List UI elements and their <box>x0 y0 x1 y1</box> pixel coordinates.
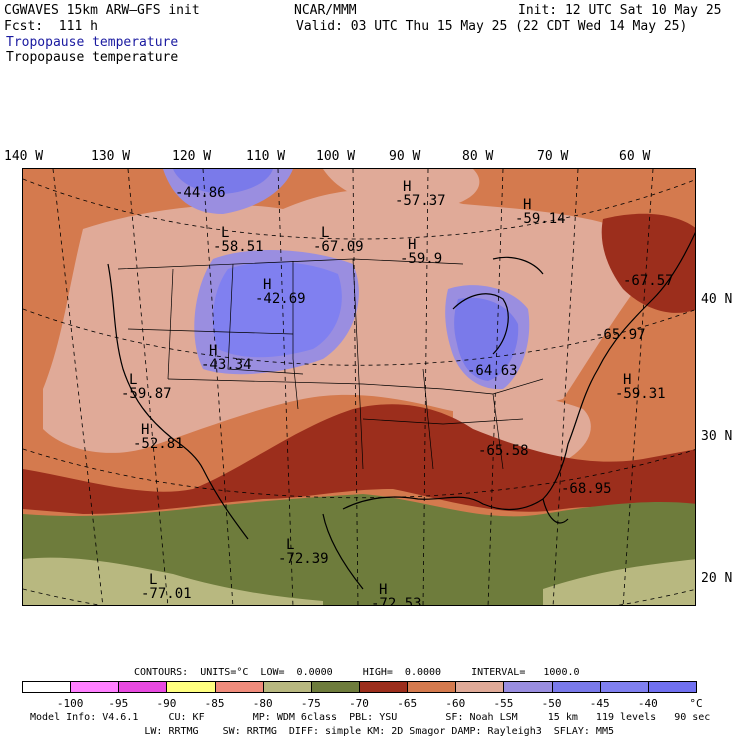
colorbar-swatch <box>166 681 216 693</box>
tropopause-temperature-map: -44.86 H -57.37 H -59.14 L -58.51 L -67.09 H -59.9… <box>22 168 696 606</box>
extremum-value: -68.95 <box>561 481 612 497</box>
colorbar-tick-label: -55 <box>493 697 514 710</box>
lon-label: 110 W <box>246 149 286 164</box>
colorbar-swatch <box>118 681 168 693</box>
colorbar-tick-label: -45 <box>589 697 610 710</box>
extremum-value: -44.86 <box>175 185 226 201</box>
colorbar-swatch <box>551 681 601 693</box>
colorbar-swatch <box>359 681 409 693</box>
field-title-shaded: Tropopause temperature <box>6 35 179 50</box>
low-marker: L <box>286 537 295 553</box>
lon-label: 100 W <box>316 149 356 164</box>
contour-settings: CONTOURS: UNITS=°C LOW= 0.0000 HIGH= 0.0… <box>134 667 580 678</box>
valid-time: Valid: 03 UTC Thu 15 May 25 (22 CDT Wed … <box>296 19 688 34</box>
colorbar-tick-label: -70 <box>349 697 369 710</box>
model-info-line2: LW: RRTMG SW: RRTMG DIFF: simple KM: 2D … <box>30 726 614 737</box>
extremum-value: -77.01 <box>141 586 192 602</box>
model-info-line1: Model Info: V4.6.1 CU: KF MP: WDM 6class… <box>30 712 711 723</box>
extremum-value: -59.87 <box>121 386 172 402</box>
lon-label: 140 W <box>4 149 44 164</box>
extremum-value: -64.63 <box>467 363 518 379</box>
lon-label: 60 W <box>619 149 651 164</box>
shade-m80-m75 <box>543 559 695 605</box>
lon-label: 80 W <box>462 149 494 164</box>
shade-m50-m45 <box>454 297 519 381</box>
colorbar-swatch <box>599 681 649 693</box>
colorbar-tick-label: -40 <box>637 697 658 710</box>
extremum-value: -59.31 <box>615 386 666 402</box>
extremum-value: -43.34 <box>201 357 252 373</box>
init-time: Init: 12 UTC Sat 10 May 25 <box>518 3 722 18</box>
high-marker: H <box>141 422 150 438</box>
high-marker: H <box>379 582 388 598</box>
shade-m70-m65 <box>23 404 695 514</box>
map-canvas <box>23 169 695 605</box>
extremum-value: -72.53 <box>371 596 422 606</box>
field-title-contour: Tropopause temperature <box>6 50 179 65</box>
shade-m70-m65 <box>601 213 695 313</box>
state-borders <box>117 258 544 470</box>
colorbar-swatch <box>70 681 120 693</box>
extremum-value: -59.14 <box>515 211 566 227</box>
colorbar-swatch <box>647 681 697 693</box>
shade-m50-m45 <box>212 261 342 358</box>
colorbar-tick-label: -90 <box>156 697 177 710</box>
lon-label: 70 W <box>537 149 569 164</box>
center-label: NCAR/MMM <box>294 3 357 18</box>
high-marker: H <box>408 237 417 253</box>
colorbar-tick-label: -100 <box>56 697 84 710</box>
coastlines <box>107 231 695 590</box>
extremum-value: -65.58 <box>478 443 529 459</box>
colorbar-swatch <box>214 681 264 693</box>
extremum-value: -72.39 <box>278 551 329 567</box>
extremum-value: -52.81 <box>133 436 184 452</box>
low-marker: L <box>321 225 330 241</box>
colorbar-tick-label: -75 <box>300 697 321 710</box>
extremum-value: -42.69 <box>255 291 306 307</box>
colorbar-swatch <box>310 681 360 693</box>
colorbar-tick-label: -65 <box>397 697 418 710</box>
shade-m60-m55 <box>323 169 480 209</box>
lon-label: 120 W <box>172 149 212 164</box>
model-title: CGWAVES 15km ARW–GFS init <box>4 3 200 18</box>
lat-label: 40 N <box>701 292 733 307</box>
colorbar-swatch <box>455 681 505 693</box>
low-marker: L <box>149 572 158 588</box>
lat-label: 20 N <box>701 571 733 586</box>
lat-label: 30 N <box>701 429 733 444</box>
extremum-value: -58.51 <box>213 239 264 255</box>
colorbar-tick-label: -85 <box>204 697 225 710</box>
shade-m75-m70 <box>23 494 695 605</box>
colorbar-swatch <box>262 681 312 693</box>
high-marker: H <box>523 197 532 213</box>
extremum-value: -67.57 <box>623 273 674 289</box>
high-marker: H <box>209 343 218 359</box>
colorbar-tick-label: -50 <box>541 697 562 710</box>
colorbar-swatch <box>22 681 72 693</box>
colorbar-tick-label: -95 <box>108 697 129 710</box>
extrema-labels: -44.86 H -57.37 H -59.14 L -58.51 L -67.09 H -59.9… <box>23 169 695 606</box>
high-marker: H <box>263 277 272 293</box>
low-marker: L <box>129 372 138 388</box>
colorbar-swatch <box>407 681 457 693</box>
forecast-hour: Fcst: 111 h <box>4 19 98 34</box>
shade-m80-m75 <box>23 557 323 605</box>
lon-label: 130 W <box>91 149 131 164</box>
extremum-value: -57.37 <box>395 193 446 209</box>
high-marker: H <box>403 179 412 195</box>
low-marker: L <box>221 225 230 241</box>
colorbar-tick-label: -60 <box>445 697 466 710</box>
extremum-value: -65.97 <box>595 327 646 343</box>
high-marker: H <box>623 372 632 388</box>
lon-label: 90 W <box>389 149 421 164</box>
colorbar-tick-label: -80 <box>252 697 273 710</box>
extremum-value: -67.09 <box>313 239 364 255</box>
colorbar-swatch <box>503 681 553 693</box>
shade-m50-m45 <box>173 169 273 194</box>
colorbar-tick-label: °C <box>689 697 703 710</box>
extremum-value: -59.9 <box>400 251 443 267</box>
